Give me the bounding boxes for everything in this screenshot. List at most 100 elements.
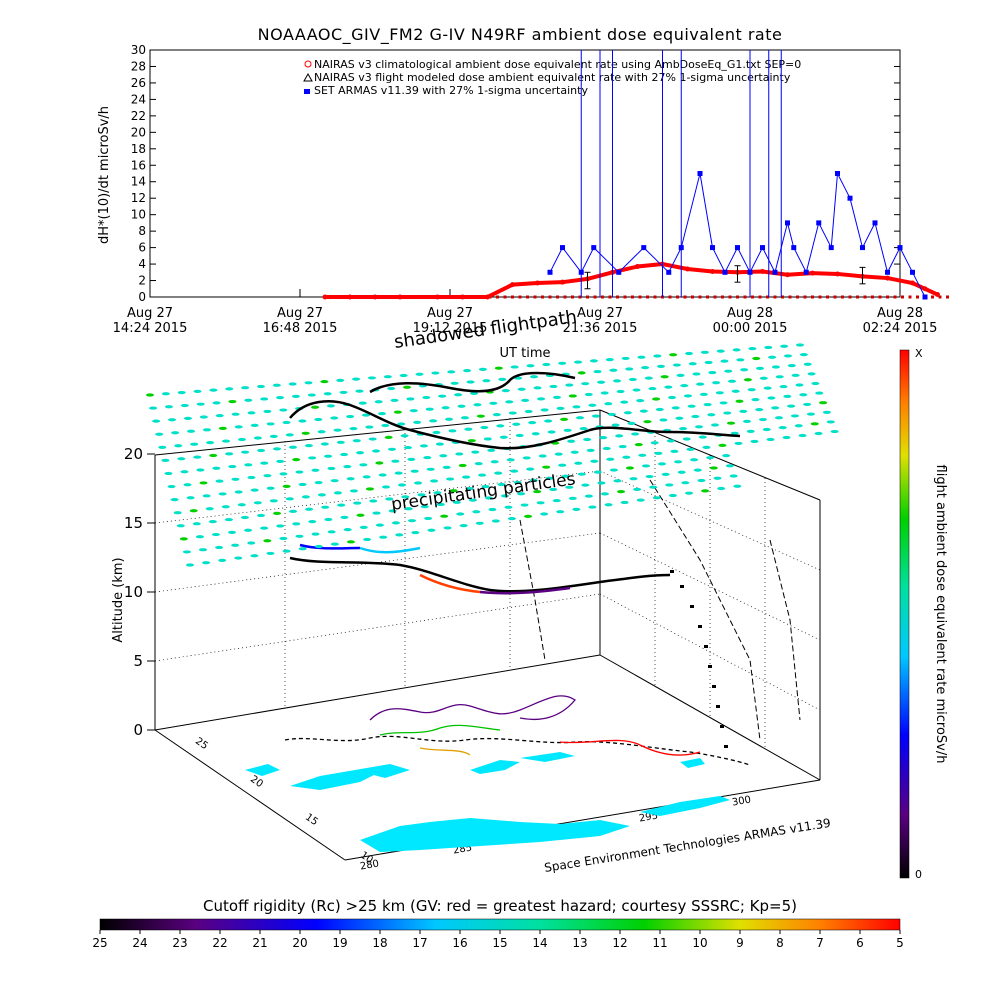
particle-mark <box>196 468 205 472</box>
particle-mark <box>403 445 412 450</box>
particle-mark <box>540 408 549 412</box>
particle-mark <box>665 483 674 487</box>
particle-mark <box>199 481 208 485</box>
particle-mark <box>676 373 685 377</box>
particle-mark <box>512 422 521 426</box>
particle-mark <box>641 464 650 468</box>
particle-mark <box>417 493 426 497</box>
particle-mark <box>723 411 732 415</box>
particle-mark <box>706 456 715 460</box>
particle-mark <box>377 412 386 416</box>
baseline-marker <box>503 295 507 299</box>
baseline-marker <box>736 295 739 299</box>
baseline-marker <box>608 295 612 299</box>
series-armas-point <box>872 220 878 226</box>
particle-mark <box>304 444 313 448</box>
baseline-marker <box>511 295 514 299</box>
particle-mark <box>780 344 789 348</box>
particle-mark <box>253 436 262 440</box>
baseline-marker <box>578 295 582 299</box>
bottom-colorbar-tick-label: 23 <box>172 936 187 950</box>
top-legend: NAIRAS v3 climatological ambient dose eq… <box>303 58 801 97</box>
particle-mark <box>279 472 288 476</box>
particle-mark <box>807 372 816 376</box>
particle-mark <box>292 522 301 526</box>
y-tick-label: 6 <box>138 241 146 255</box>
particle-mark <box>460 416 469 420</box>
particle-mark <box>298 419 307 423</box>
particle-mark <box>356 451 365 455</box>
bottom-colorbar-tick-label: 7 <box>816 936 824 950</box>
particle-mark <box>536 501 545 505</box>
particle-mark <box>463 369 472 373</box>
particle-mark <box>228 464 237 469</box>
particle-mark <box>305 507 314 511</box>
x-tick-label-date: Aug 28 <box>877 306 923 321</box>
bottom-colorbar-tick-label: 24 <box>132 936 147 950</box>
baseline-marker <box>818 295 822 299</box>
particle-mark <box>158 445 167 449</box>
particle-mark <box>260 461 269 465</box>
particle-mark <box>330 479 339 483</box>
particle-mark <box>256 513 265 518</box>
particle-mark <box>522 456 531 460</box>
baseline-marker <box>668 295 672 299</box>
baseline-marker <box>841 295 844 299</box>
baseline-marker <box>653 295 657 299</box>
particle-mark <box>288 382 297 386</box>
right-colorbar-bottom: 0 <box>915 868 922 881</box>
particle-mark <box>393 410 402 414</box>
particle-mark <box>431 371 440 375</box>
bottom-colorbar-tick-label: 20 <box>292 936 307 950</box>
bottom-colorbar: Cutoff rigidity (Rc) >25 km (GV: red = g… <box>92 897 903 950</box>
particle-mark <box>295 470 304 474</box>
particle-mark <box>591 414 600 418</box>
particle-mark <box>374 400 383 404</box>
particle-mark <box>579 426 588 431</box>
particle-mark <box>457 404 466 408</box>
x-tick-label-time: 19:12 2015 <box>413 321 488 336</box>
particle-mark <box>791 373 800 377</box>
y-tick-label: 22 <box>131 109 146 123</box>
baseline-marker <box>811 295 814 299</box>
series-climatological-point <box>322 294 328 300</box>
particle-mark <box>712 381 721 385</box>
particle-mark <box>631 432 640 436</box>
particle-mark <box>311 405 320 409</box>
particle-mark <box>510 469 519 473</box>
particle-mark <box>445 417 454 421</box>
ground-track <box>284 695 751 766</box>
particle-mark <box>272 383 281 387</box>
particle-mark <box>638 453 647 457</box>
particle-mark <box>279 408 288 412</box>
particle-mark <box>693 468 702 472</box>
particle-mark <box>679 427 688 431</box>
particle-mark <box>282 484 291 488</box>
baseline-marker <box>856 295 859 299</box>
3d-altitude-label: Altitude (km) <box>111 557 126 642</box>
series-climatological-point <box>685 266 690 272</box>
particle-mark <box>466 380 475 384</box>
series-climatological-point <box>760 268 765 274</box>
particle-mark <box>276 396 285 400</box>
particle-mark <box>567 439 576 443</box>
baseline-marker <box>833 295 837 299</box>
particle-mark <box>484 496 493 500</box>
particle-mark <box>683 394 692 398</box>
baseline-marker <box>728 295 732 299</box>
particle-mark <box>195 535 204 539</box>
particle-mark <box>526 364 535 368</box>
series-armas-point <box>785 220 790 226</box>
particle-mark <box>494 366 503 370</box>
top-x-axis-label: UT time <box>500 346 551 361</box>
particle-mark <box>581 382 590 386</box>
particle-mark <box>659 418 668 422</box>
particle-mark <box>787 404 796 408</box>
particle-mark <box>190 442 199 446</box>
particle-mark <box>787 364 796 368</box>
particle-mark <box>674 460 683 464</box>
particle-mark <box>439 454 448 458</box>
particle-mark <box>615 434 624 438</box>
particle-mark <box>189 509 198 513</box>
